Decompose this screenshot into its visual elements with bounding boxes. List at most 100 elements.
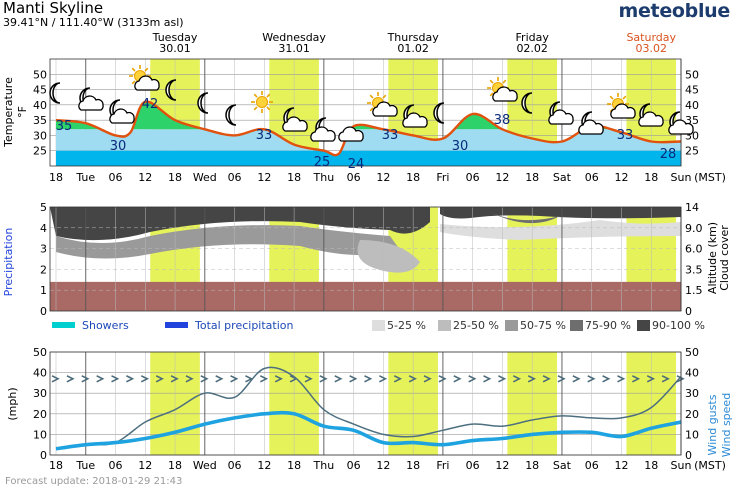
wind-arrow <box>170 375 179 383</box>
temperature-label: 33 <box>256 128 273 143</box>
altitude-tick: 9.0 <box>685 222 703 235</box>
wind-arrow <box>512 375 522 383</box>
cloud-icon <box>548 109 574 125</box>
wind-arrow <box>126 375 135 383</box>
wind-arrow <box>81 375 90 383</box>
y-axis-title: Temperature <box>2 77 15 148</box>
time-tick: 18 <box>49 459 63 472</box>
time-tick: 12 <box>495 459 509 472</box>
time-tick: 06 <box>228 459 242 472</box>
sun-ray <box>622 95 627 100</box>
y-tick: 20 <box>33 408 47 421</box>
wind-arrow <box>453 375 462 383</box>
cold-band-dark <box>56 150 681 166</box>
y-tick-right: 25 <box>685 145 699 158</box>
time-tick: 06 <box>585 459 599 472</box>
panel-frame <box>49 351 682 456</box>
y-axis-unit: °F <box>16 106 29 118</box>
time-tick: 12 <box>495 171 509 184</box>
moon-icon <box>165 79 177 101</box>
legend-label: 25-50 % <box>453 319 499 332</box>
moon-icon <box>225 104 237 126</box>
sun-ray <box>144 67 149 72</box>
y-tick: 50 <box>33 346 47 359</box>
legend-label: 50-75 % <box>520 319 566 332</box>
time-tick: 06 <box>466 459 480 472</box>
altitude-tick: 0 <box>685 305 692 318</box>
sun-icon <box>251 91 273 113</box>
time-tick: 18 <box>644 459 658 472</box>
cloud-shape <box>109 108 135 124</box>
time-tick: Tue <box>75 459 95 472</box>
precipitation-cloud-panel: 0 1 2 3 4 5 14 9.0 6.0 3.5 1.5 0 Precipitation Altitu… <box>2 201 731 318</box>
y-axis-title-right: Wind gusts <box>706 394 719 455</box>
time-tick: 12 <box>614 459 628 472</box>
wind-direction-arrows <box>51 375 685 383</box>
wind-arrow <box>96 375 105 383</box>
y-tick: 10 <box>33 428 47 441</box>
wind-arrow <box>557 375 566 383</box>
legend-swatch <box>637 320 650 331</box>
wind-arrow <box>572 375 581 383</box>
time-tick: Sun <box>671 171 692 184</box>
sun-ray <box>369 94 374 99</box>
y-tick-right: 10 <box>685 428 699 441</box>
time-tick: Thu <box>313 171 335 184</box>
cloud-cover-blob <box>490 212 560 224</box>
legend-swatch <box>438 320 451 331</box>
time-tick: Wed <box>193 171 217 184</box>
wind-arrow <box>215 375 224 383</box>
time-tick: 12 <box>257 171 271 184</box>
day-date: 03.02 <box>635 42 667 55</box>
time-tick: 18 <box>168 171 182 184</box>
wind-arrow <box>661 375 670 383</box>
wind-arrow <box>631 375 641 383</box>
moon-icon <box>197 92 209 114</box>
time-tick: 12 <box>138 459 152 472</box>
cloud-icon <box>578 119 604 135</box>
cloud-shape <box>492 86 518 102</box>
cloud-cover-blob <box>440 207 681 219</box>
wind-arrow <box>230 375 239 383</box>
page-title: Manti Skyline <box>3 0 104 17</box>
temperature-label: 25 <box>314 155 331 170</box>
wind-arrow <box>438 375 447 383</box>
legend-swatch <box>52 322 75 328</box>
cloud-icon <box>109 108 135 124</box>
cloud-icon <box>668 119 694 135</box>
location-coordinates: 39.41°N / 111.40°W (3133m asl) <box>3 16 184 29</box>
cloud-icon <box>372 101 398 117</box>
wind-arrow <box>393 375 403 383</box>
y-axis-title: Precipitation <box>2 228 15 297</box>
time-tick: 06 <box>109 171 123 184</box>
cloud-shape <box>610 103 636 119</box>
cloud-cover <box>50 207 681 273</box>
sun-ray <box>253 93 258 98</box>
y-tick: 25 <box>33 145 47 158</box>
day-label: Thursday 01.02 <box>373 32 453 54</box>
y-tick-right: 40 <box>685 367 699 380</box>
wind-gusts-line <box>55 366 681 450</box>
wind-arrow <box>379 375 388 383</box>
time-tick: Tue <box>75 171 95 184</box>
temperature-label: 38 <box>494 113 511 128</box>
time-tick: 18 <box>168 459 182 472</box>
warm-band <box>56 101 681 130</box>
wind-arrow <box>319 375 328 383</box>
temperature-label: 35 <box>56 119 73 134</box>
moon-icon <box>49 82 61 104</box>
cloud-shape <box>402 112 428 128</box>
y-tick-right: 45 <box>685 84 699 97</box>
wind-arrow <box>364 375 373 383</box>
wind-arrow <box>587 375 596 383</box>
wind-speed-line <box>55 410 681 451</box>
time-tick: 06 <box>228 171 242 184</box>
altitude-tick: 3.5 <box>685 263 703 276</box>
cloud-shape <box>338 126 364 142</box>
wind-arrow <box>498 375 507 383</box>
cloud-cover-blob <box>50 207 430 241</box>
time-unit: (MST) <box>694 459 726 472</box>
legend-swatch <box>570 320 583 331</box>
y-tick: 2 <box>40 263 47 276</box>
